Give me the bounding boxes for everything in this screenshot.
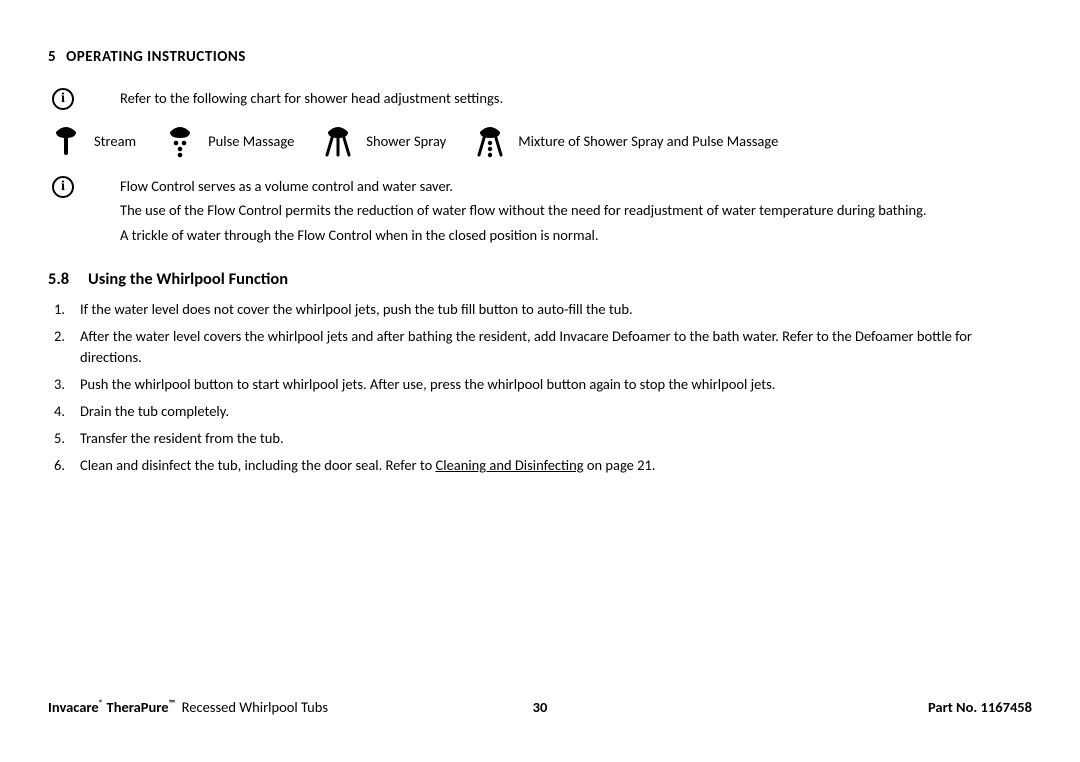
page-number: 30 bbox=[510, 698, 570, 716]
info-row-flow: i Flow Control serves as a volume contro… bbox=[48, 176, 1032, 249]
chapter-number: 5 bbox=[48, 48, 56, 66]
flow-line-2: The use of the Flow Control permits the … bbox=[120, 200, 1032, 220]
spray-label: Stream bbox=[94, 132, 136, 150]
spray-label: Shower Spray bbox=[366, 132, 446, 150]
footer-product: Invacare® TheraPure™ Recessed Whirlpool … bbox=[48, 698, 510, 716]
spray-mode-chart: Stream Pulse Massage Shower Spray bbox=[48, 124, 1032, 158]
step-item: 4.Drain the tub completely. bbox=[48, 401, 1032, 422]
icon-column: i bbox=[48, 176, 120, 198]
spray-mode-spray: Shower Spray bbox=[324, 124, 446, 158]
spray-label: Pulse Massage bbox=[208, 132, 294, 150]
intro-text: Refer to the following chart for shower … bbox=[120, 88, 1032, 108]
pulse-icon bbox=[166, 124, 194, 158]
spray-label: Mixture of Shower Spray and Pulse Massag… bbox=[518, 132, 778, 150]
footer-part-number: Part No. 1167458 bbox=[570, 698, 1032, 716]
flow-line-3: A trickle of water through the Flow Cont… bbox=[120, 225, 1032, 245]
spray-mode-mixture: Mixture of Shower Spray and Pulse Massag… bbox=[476, 124, 778, 158]
info-icon: i bbox=[52, 176, 74, 198]
flow-control-text: Flow Control serves as a volume control … bbox=[120, 176, 1032, 249]
step-item: 1.If the water level does not cover the … bbox=[48, 299, 1032, 320]
page-footer: Invacare® TheraPure™ Recessed Whirlpool … bbox=[48, 698, 1032, 716]
manual-page: 5 OPERATING INSTRUCTIONS i Refer to the f… bbox=[0, 0, 1080, 762]
step-item: 2.After the water level covers the whirl… bbox=[48, 326, 1032, 368]
spray-icon bbox=[324, 124, 352, 158]
section-number: 5.8 bbox=[48, 269, 88, 289]
chapter-header: 5 OPERATING INSTRUCTIONS bbox=[48, 48, 1032, 66]
info-row-intro: i Refer to the following chart for showe… bbox=[48, 88, 1032, 110]
step-item: 6.Clean and disinfect the tub, including… bbox=[48, 455, 1032, 476]
section-heading: 5.8 Using the Whirlpool Function bbox=[48, 269, 1032, 289]
spray-mode-pulse: Pulse Massage bbox=[166, 124, 294, 158]
chapter-title: OPERATING INSTRUCTIONS bbox=[66, 48, 246, 66]
step-item: 5.Transfer the resident from the tub. bbox=[48, 428, 1032, 449]
mixture-icon bbox=[476, 124, 504, 158]
stream-icon bbox=[52, 124, 80, 158]
cross-reference-link: Cleaning and Disinfecting bbox=[436, 456, 584, 474]
step-item: 3.Push the whirlpool button to start whi… bbox=[48, 374, 1032, 395]
flow-line-1: Flow Control serves as a volume control … bbox=[120, 176, 1032, 196]
steps-list: 1.If the water level does not cover the … bbox=[48, 299, 1032, 476]
info-icon: i bbox=[52, 88, 74, 110]
spray-mode-stream: Stream bbox=[52, 124, 136, 158]
section-title: Using the Whirlpool Function bbox=[88, 269, 288, 289]
icon-column: i bbox=[48, 88, 120, 110]
